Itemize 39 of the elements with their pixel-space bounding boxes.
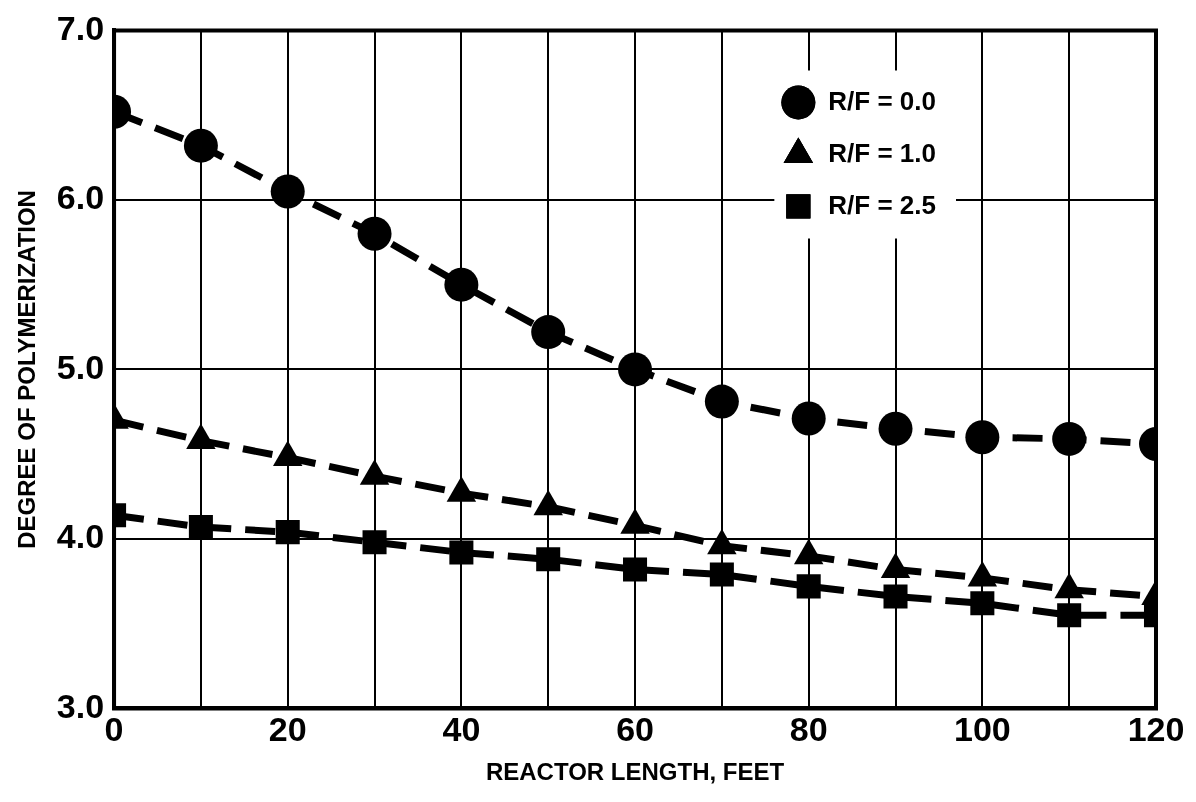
- point: [796, 574, 821, 599]
- legend-label: R/F = 2.5: [828, 189, 936, 220]
- point: [878, 411, 913, 446]
- point: [449, 540, 474, 565]
- x-tick-label: 40: [442, 710, 481, 749]
- y-tick-label: 6.0: [56, 178, 105, 217]
- legend-label: R/F = 0.0: [828, 85, 936, 116]
- point: [965, 420, 1000, 455]
- point: [536, 547, 561, 572]
- x-tick-label: 60: [616, 710, 654, 749]
- point: [357, 216, 392, 251]
- point: [275, 520, 300, 545]
- point: [618, 352, 653, 387]
- point: [791, 401, 826, 436]
- y-tick-label: 3.0: [56, 686, 105, 725]
- point: [362, 530, 387, 555]
- x-tick-label: 120: [1127, 710, 1185, 749]
- legend-label: R/F = 1.0: [828, 137, 936, 168]
- point: [531, 315, 566, 350]
- x-tick-label: 20: [268, 710, 307, 749]
- x-axis-title: REACTOR LENGTH, FEET: [485, 758, 785, 786]
- y-tick-label: 5.0: [56, 347, 105, 386]
- point: [1057, 603, 1082, 628]
- x-tick-label: 80: [789, 710, 828, 749]
- point: [883, 584, 908, 609]
- point: [444, 267, 479, 302]
- point: [709, 562, 734, 587]
- point: [623, 557, 648, 582]
- point: [188, 515, 213, 540]
- x-tick-label: 0: [104, 710, 124, 749]
- point: [970, 591, 995, 616]
- y-tick-label: 7.0: [56, 8, 105, 47]
- point: [183, 128, 218, 163]
- y-axis-title: DEGREE OF POLYMERIZATION: [13, 190, 41, 549]
- point: [704, 384, 739, 419]
- point: [270, 174, 305, 209]
- point: [1052, 421, 1087, 456]
- x-tick-label: 100: [953, 710, 1011, 749]
- y-tick-label: 4.0: [56, 517, 105, 556]
